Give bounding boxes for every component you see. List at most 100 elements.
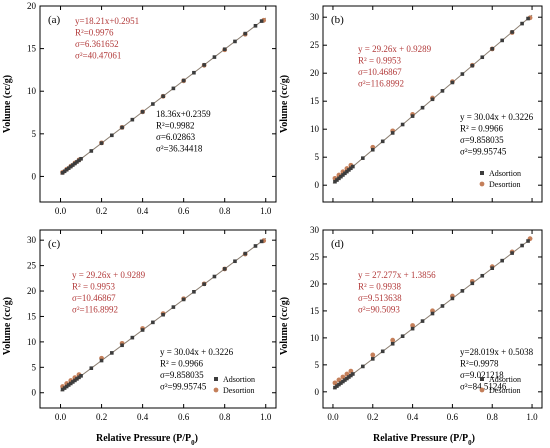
adsorption-point: [510, 251, 514, 255]
panel-2: 0.0 0.2 0.4 0.6 0.8 1.0 0 5 10 15 20 25 30 (c) y = 29.…: [27, 229, 277, 422]
adsorption-point: [347, 375, 351, 379]
fit-annotation-line: y=18.21x+0.2951: [75, 16, 139, 26]
legend-entry: Adsortion: [223, 375, 255, 384]
adsorption-point: [500, 38, 504, 43]
adsorption-point: [345, 376, 349, 381]
adsorption-point: [73, 161, 77, 166]
adsorption-point: [410, 114, 415, 118]
adsorption-point: [460, 289, 465, 293]
y-tick-label: 10: [310, 333, 320, 343]
legend-entry: Desortion: [223, 386, 255, 395]
x-tick-label: 0.0: [55, 206, 67, 216]
panel-label: (d): [331, 238, 344, 250]
adsorption-point: [243, 31, 248, 36]
adsorption-point: [120, 343, 124, 348]
adsorption-point: [337, 176, 341, 181]
fit-annotation-line: y = 30.04x + 0.3226: [460, 112, 534, 122]
fit-annotation-line: R²=0.9976: [75, 28, 114, 38]
fit-annotation-line: σ²=84.51246: [460, 382, 507, 392]
adsorption-point: [450, 80, 455, 85]
adsorption-point: [335, 384, 339, 388]
adsorption-point: [75, 160, 79, 164]
legend-entry: Adsortion: [489, 169, 521, 178]
adsorption-point: [89, 366, 94, 370]
y-tick-label: 5: [32, 362, 37, 372]
adsorption-point: [79, 374, 83, 378]
desorption-point: [336, 377, 342, 383]
legend-marker-desorption: [479, 181, 485, 187]
adsorption-point: [253, 23, 258, 28]
adsorption-point: [347, 168, 351, 172]
legend-marker-adsorption: [214, 377, 218, 381]
plot-frame: [39, 5, 277, 203]
adsorption-point: [140, 110, 145, 114]
x-tick-label: 0.2: [96, 206, 107, 216]
fit-annotation-line: σ²=36.34418: [156, 144, 203, 154]
adsorption-point: [337, 382, 341, 387]
x-axis-title-right: Relative Pressure (P/P0): [373, 433, 475, 447]
fit-annotation-line: y=28.019x + 0.5038: [460, 347, 534, 357]
adsorption-point: [79, 156, 83, 161]
adsorption-point: [390, 131, 395, 135]
adsorption-point: [333, 385, 337, 390]
fit-annotation-line: R² = 0.9953: [358, 56, 402, 66]
adsorption-point: [440, 304, 445, 308]
plot-frame: [322, 229, 543, 409]
y-tick-label: 30: [310, 225, 320, 235]
x-tick-label: 1.0: [260, 206, 272, 216]
adsorption-point: [171, 86, 176, 91]
y-tick-label: 20: [27, 1, 37, 11]
adsorption-point: [520, 21, 524, 26]
fit-annotation-line: 18.36x+0.2359: [156, 109, 211, 119]
y-tick-label: 30: [310, 12, 320, 22]
adsorption-point: [202, 63, 206, 67]
adsorption-point: [351, 164, 355, 169]
adsorption-point: [130, 335, 135, 340]
y-tick-label: 10: [27, 86, 37, 96]
adsorption-point: [89, 149, 94, 153]
adsorption-point: [349, 166, 353, 171]
adsorption-point: [450, 296, 455, 301]
adsorption-point: [62, 386, 67, 390]
x-axis-title-left: Relative Pressure (P/P0): [96, 433, 198, 447]
adsorption-point: [259, 239, 264, 244]
adsorption-point: [490, 266, 495, 270]
y-tick-label: 25: [310, 40, 320, 50]
fit-annotation-line: y = 27.277x + 1.3856: [358, 270, 436, 280]
adsorption-point: [243, 251, 248, 256]
fit-annotation-line: σ=6.02863: [156, 132, 196, 142]
adsorption-point: [73, 378, 77, 383]
adsorption-point: [345, 169, 349, 174]
y-tick-label: 10: [27, 337, 37, 347]
x-tick-label: 0.2: [96, 412, 107, 422]
adsorption-point: [71, 163, 75, 167]
y-tick-label: 0: [32, 171, 37, 181]
adsorption-point: [161, 94, 165, 98]
y-tick-label: 15: [310, 306, 320, 316]
y-tick-label: 0: [32, 388, 37, 398]
desorption-point: [332, 380, 338, 386]
fit-annotation-line: σ²=40.47061: [75, 51, 121, 61]
y-tick-label: 15: [27, 311, 37, 321]
adsorption-point: [349, 373, 353, 378]
x-tick-label: 0.2: [367, 412, 378, 422]
x-tick-label: 0.4: [137, 206, 149, 216]
adsorption-point: [99, 358, 104, 363]
y-tick-label: 5: [32, 129, 37, 139]
adsorption-point: [333, 179, 337, 184]
adsorption-point: [192, 70, 196, 75]
adsorption-point: [380, 139, 385, 144]
fit-annotation-line: σ=6.361652: [75, 39, 119, 49]
adsorption-point: [171, 305, 176, 309]
adsorption-point: [343, 378, 347, 382]
adsorption-point: [62, 169, 67, 174]
adsorption-point: [71, 380, 75, 384]
adsorption-point: [212, 274, 217, 279]
adsorption-point: [510, 30, 514, 34]
adsorption-point: [66, 166, 71, 170]
fit-annotation-line: σ²=116.8992: [72, 305, 118, 315]
adsorption-point: [253, 244, 258, 248]
adsorption-point: [520, 243, 524, 248]
y-tick-label: 5: [315, 360, 320, 370]
